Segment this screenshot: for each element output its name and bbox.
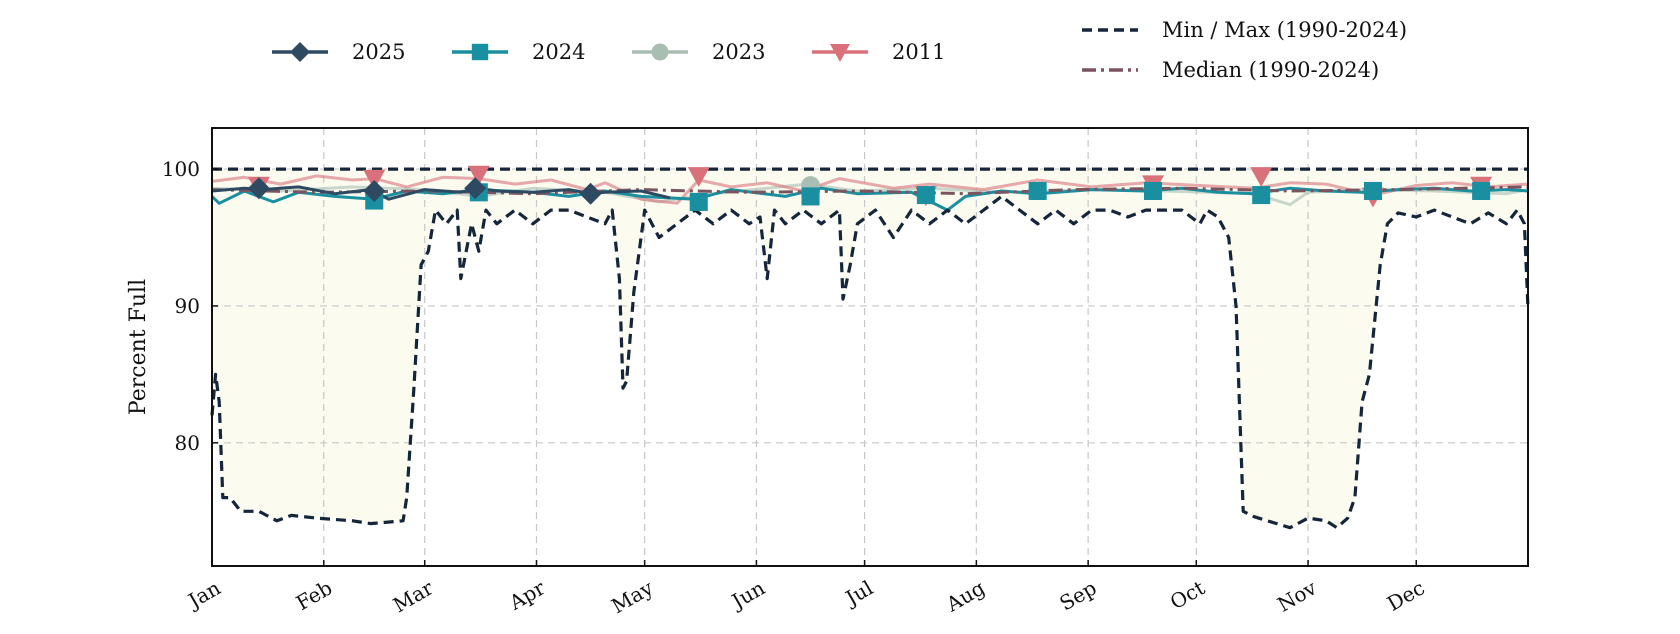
legend-label: 2011	[892, 40, 945, 64]
legend-marker	[290, 42, 310, 62]
marker-2025	[247, 177, 270, 200]
legend-label: Min / Max (1990-2024)	[1162, 18, 1407, 42]
y-tick-label: 100	[162, 157, 200, 181]
legend-item: 2011	[812, 40, 945, 64]
y-tick-label: 90	[175, 294, 200, 318]
legend-item: Median (1990-2024)	[1082, 58, 1379, 82]
min-max-band	[212, 169, 1528, 528]
marker-2011	[363, 169, 386, 190]
marker-2011	[1250, 167, 1273, 187]
legend-label: 2024	[532, 40, 585, 64]
x-tick-label: Jul	[840, 576, 877, 611]
marker-2024	[1028, 181, 1047, 200]
x-tick-label: Aug	[941, 575, 989, 616]
x-tick-label: Sep	[1055, 576, 1100, 616]
x-tick-label: Jan	[182, 575, 224, 613]
x-tick-label: May	[607, 575, 657, 618]
legend-item: 2023	[632, 40, 765, 64]
marker-2011	[687, 167, 710, 187]
legend-marker	[830, 44, 850, 62]
y-axis-title: Percent Full	[126, 279, 151, 415]
min-max-fill-layer	[212, 169, 1528, 528]
marker-2025	[579, 182, 602, 205]
legend: 2025 2024 2023 2011 Min / Max (1990-2024) Med…	[272, 18, 1407, 82]
legend-marker	[651, 43, 669, 61]
marker-2024	[1363, 181, 1382, 200]
legend-item: 2024	[452, 40, 585, 64]
marker-2024	[1144, 181, 1163, 200]
grid-layer	[212, 128, 1528, 566]
marker-2024	[1472, 181, 1491, 200]
marker-2011	[467, 165, 490, 186]
x-tick-label: Mar	[389, 575, 438, 617]
legend-label: 2025	[352, 40, 405, 64]
marker-2024	[801, 187, 820, 206]
legend-label: Median (1990-2024)	[1162, 58, 1379, 82]
series-line-min	[210, 194, 1530, 530]
x-tick-label: Jun	[726, 575, 769, 614]
marker-2024	[689, 192, 708, 211]
marker-2025	[363, 179, 386, 202]
marker-2024	[916, 186, 935, 205]
legend-item: Min / Max (1990-2024)	[1082, 18, 1407, 42]
x-tick-label: Oct	[1166, 576, 1209, 615]
x-tick-label: Dec	[1383, 576, 1429, 616]
series-line-2011	[211, 174, 1529, 205]
marker-layer	[247, 165, 1493, 211]
legend-label: 2023	[712, 40, 765, 64]
x-tick-label: Nov	[1273, 575, 1321, 617]
marker-2025	[464, 177, 487, 200]
x-tick-label: Apr	[504, 575, 549, 615]
plot-frame	[211, 127, 1529, 567]
legend-item: 2025	[272, 40, 405, 64]
y-tick-label: 80	[175, 431, 200, 455]
x-tick-label: Feb	[292, 576, 336, 615]
marker-2024	[1252, 186, 1271, 205]
legend-marker	[471, 43, 489, 61]
